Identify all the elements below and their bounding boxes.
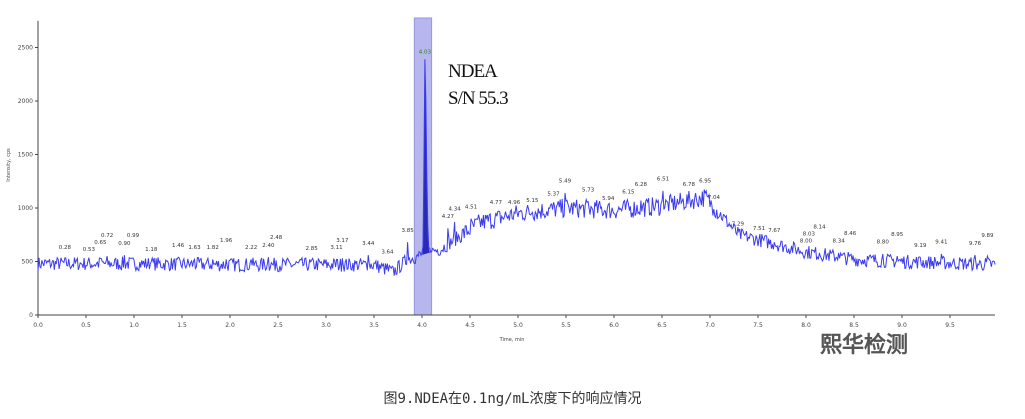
peak-label: 9.89 [981, 233, 994, 239]
peak-label: 8.95 [891, 232, 904, 238]
peak-label: 4.27 [442, 214, 455, 220]
peak-label: 3.11 [330, 245, 342, 251]
peak-label: 5.73 [582, 187, 595, 193]
y-tick-label: 0 [29, 312, 33, 319]
peak-label: 7.51 [753, 226, 765, 232]
peak-label: 5.15 [526, 198, 539, 204]
y-tick-label: 500 [22, 259, 34, 266]
peak-label: 9.41 [935, 240, 947, 246]
x-tick-label: 9.5 [945, 322, 955, 329]
x-tick-label: 8.5 [849, 322, 859, 329]
x-tick-label: 2.0 [225, 322, 235, 329]
y-axis-label: Intensity, cps [6, 148, 12, 182]
peak-label: 7.29 [732, 222, 745, 228]
peak-label: 1.46 [172, 243, 185, 249]
peak-label: 8.34 [833, 239, 846, 245]
x-tick-label: 7.0 [705, 322, 715, 329]
x-tick-label: 5.0 [513, 322, 523, 329]
peak-label: 8.03 [803, 232, 816, 238]
peak-label: 4.51 [465, 204, 477, 210]
x-tick-label: 1.5 [177, 322, 187, 329]
peak-label: 3.64 [381, 249, 394, 255]
peak-label: 9.19 [914, 243, 927, 249]
peak-label: 6.78 [683, 182, 696, 188]
x-tick-label: 1.0 [129, 322, 139, 329]
peak-label: 8.46 [844, 231, 857, 237]
x-axis-label: Time, min [499, 337, 525, 343]
peak-label: 8.80 [877, 240, 890, 246]
peak-label: 4.77 [490, 200, 503, 206]
peak-label: 1.82 [207, 245, 219, 251]
peak-label: 5.37 [547, 192, 560, 198]
compound-label: NDEA [448, 61, 498, 82]
y-tick-label: 2500 [18, 45, 33, 52]
chromatogram-trace [37, 59, 996, 276]
peak-label: 4.03 [419, 49, 432, 55]
peak-label: 7.67 [768, 228, 781, 234]
peak-label: 5.49 [559, 179, 572, 185]
peak-label: 8.14 [813, 225, 826, 231]
peak-label: 3.44 [362, 241, 375, 247]
peak-label: 0.90 [118, 241, 131, 247]
peak-label: 0.72 [101, 233, 113, 239]
x-tick-label: 9.0 [897, 322, 907, 329]
peak-label: 6.15 [622, 189, 635, 195]
peak-label: 6.51 [657, 177, 669, 183]
x-tick-label: 3.0 [321, 322, 331, 329]
chromatogram: 0 500 1000 1500 2000 2500 0.0 0.5 1.0 1.5 2.0 2.5 3.… [6, 17, 996, 343]
peak-label: 2.48 [270, 235, 283, 241]
peak-label: 2.22 [245, 245, 257, 251]
peak-annotation: NDEA S/N 55.3 [448, 58, 509, 112]
peak-label: 5.94 [602, 196, 615, 202]
peak-label: 1.96 [220, 238, 233, 244]
peak-label: 3.17 [336, 238, 349, 244]
x-tick-label: 8.0 [801, 322, 811, 329]
peak-label: 0.99 [127, 233, 140, 239]
y-tick-label: 2000 [18, 98, 33, 105]
figure-caption: 图9.NDEA在0.1ng/mL浓度下的响应情况 [383, 391, 642, 407]
peak-label: 8.00 [800, 239, 813, 245]
x-tick-label: 4.0 [417, 322, 427, 329]
x-tick-label: 0.0 [33, 322, 43, 329]
peak-label: 0.65 [94, 240, 107, 246]
x-tick-label: 0.5 [81, 322, 91, 329]
main-peak-fill [419, 59, 431, 256]
peak-label: 0.53 [83, 247, 96, 253]
peak-label: 6.95 [699, 179, 712, 185]
watermark: 熙华检测 [820, 333, 909, 358]
x-tick-label: 6.5 [657, 322, 667, 329]
peak-label: 1.63 [188, 245, 201, 251]
x-tick-label: 5.5 [561, 322, 571, 329]
x-tick-label: 4.5 [465, 322, 475, 329]
y-tick-label: 1500 [18, 152, 33, 159]
peak-label: 7.04 [708, 195, 721, 201]
x-tick-label: 3.5 [369, 322, 379, 329]
peak-label: 2.40 [262, 243, 275, 249]
sn-label: S/N 55.3 [448, 88, 509, 109]
peak-label: 6.28 [635, 182, 648, 188]
x-tick-label: 7.5 [753, 322, 763, 329]
peak-label: 2.85 [305, 246, 318, 252]
peak-label: 4.34 [449, 207, 462, 213]
peak-highlight-band [413, 17, 433, 316]
peak-label: 1.18 [145, 247, 158, 253]
x-tick-label: 2.5 [273, 322, 283, 329]
y-tick-label: 1000 [18, 205, 33, 212]
peak-label: 3.85 [401, 228, 414, 234]
peak-label: 0.28 [59, 245, 72, 251]
peak-label: 4.96 [508, 200, 521, 206]
x-tick-label: 6.0 [609, 322, 619, 329]
peak-label: 9.76 [969, 241, 982, 247]
